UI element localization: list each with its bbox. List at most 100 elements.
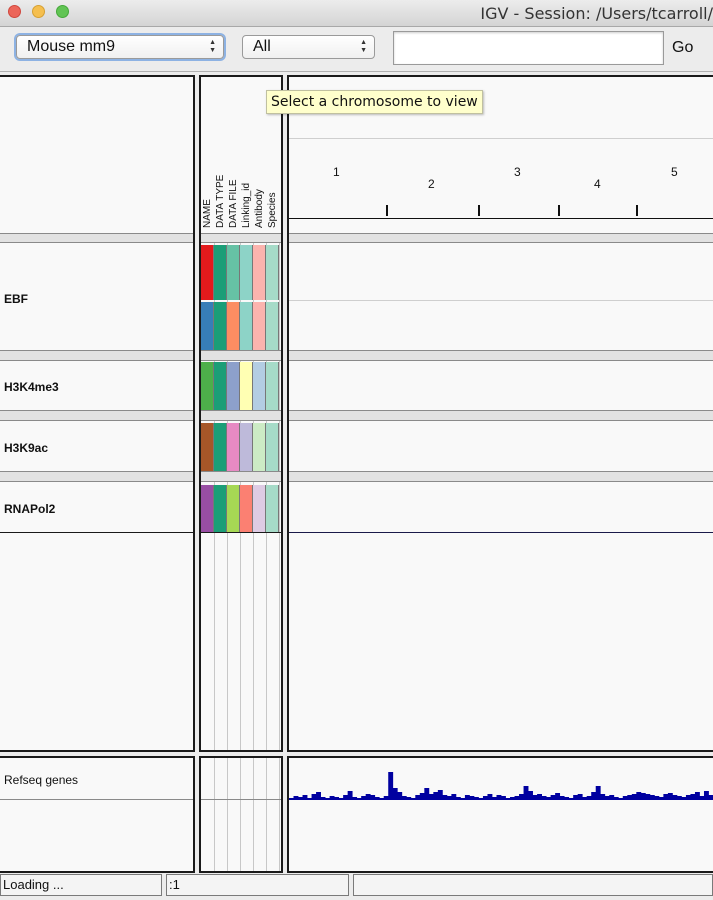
gene-density-bar xyxy=(699,796,705,800)
attribute-cell[interactable] xyxy=(240,485,253,532)
gene-density-bar xyxy=(622,796,628,800)
ruler-tick xyxy=(558,205,560,216)
ruler-tick xyxy=(386,205,388,216)
minimize-window-button[interactable] xyxy=(32,5,45,18)
attribute-cell[interactable] xyxy=(227,423,240,471)
feature-attribute-panel[interactable] xyxy=(199,756,283,873)
attribute-cell[interactable] xyxy=(266,302,279,350)
attribute-cell[interactable] xyxy=(253,485,266,532)
chromosome-label-4[interactable]: 4 xyxy=(594,177,601,191)
gene-density-bar xyxy=(667,793,673,800)
status-message: Loading ... xyxy=(0,874,162,896)
attribute-cell[interactable] xyxy=(201,245,214,300)
gene-density-bar xyxy=(708,795,713,800)
attribute-header-5[interactable]: Species xyxy=(267,192,278,228)
attribute-cell[interactable] xyxy=(227,245,240,300)
ruler-baseline xyxy=(289,218,713,219)
attribute-cell[interactable] xyxy=(253,245,266,300)
attribute-cell[interactable] xyxy=(266,423,279,471)
genome-select[interactable]: Mouse mm9 ▲ ▼ xyxy=(16,35,224,59)
attribute-cell[interactable] xyxy=(201,362,214,410)
attribute-cell[interactable] xyxy=(201,423,214,471)
attribute-cell[interactable] xyxy=(266,245,279,300)
gene-density-bar xyxy=(532,795,538,800)
gene-density-bar xyxy=(302,795,308,800)
attribute-cell[interactable] xyxy=(240,245,253,300)
attribute-cell[interactable] xyxy=(266,362,279,410)
attribute-cell[interactable] xyxy=(214,423,227,471)
attribute-column-divider xyxy=(214,758,215,871)
gene-density-bar xyxy=(537,794,542,800)
chromosome-label-2[interactable]: 2 xyxy=(428,177,435,191)
locus-input[interactable] xyxy=(393,31,664,65)
gene-density-bar xyxy=(600,794,606,800)
gene-density-bar xyxy=(564,797,570,800)
attribute-cell[interactable] xyxy=(201,302,214,350)
attribute-cell[interactable] xyxy=(227,302,240,350)
attribute-cell[interactable] xyxy=(214,302,227,350)
gene-density-bar xyxy=(307,798,312,800)
gene-density-bar xyxy=(613,797,619,800)
attribute-cell[interactable] xyxy=(240,362,253,410)
ruler-tick xyxy=(478,205,480,216)
track-separator xyxy=(201,410,281,421)
attribute-cell[interactable] xyxy=(214,245,227,300)
attribute-header-0[interactable]: NAME xyxy=(202,199,213,228)
attribute-cell[interactable] xyxy=(240,423,253,471)
attribute-cell[interactable] xyxy=(253,362,266,410)
attribute-header-3[interactable]: Linking_id xyxy=(241,183,252,228)
gene-density-bar xyxy=(577,794,583,800)
gene-density-bar xyxy=(415,795,421,800)
close-window-button[interactable] xyxy=(8,5,21,18)
attribute-cell[interactable] xyxy=(214,362,227,410)
track-name-h3k4me3[interactable]: H3K4me3 xyxy=(4,380,59,394)
gene-density-bar xyxy=(370,795,376,800)
gene-density-bar xyxy=(595,786,601,800)
gene-density-bar xyxy=(582,797,588,800)
gene-density-bar xyxy=(433,792,439,800)
gene-density-bar xyxy=(685,795,691,800)
attribute-cell[interactable] xyxy=(214,485,227,532)
attribute-cell[interactable] xyxy=(253,302,266,350)
go-button[interactable]: Go xyxy=(672,39,694,56)
track-name-h3k9ac[interactable]: H3K9ac xyxy=(4,441,49,455)
zoom-window-button[interactable] xyxy=(56,5,69,18)
track-separator xyxy=(0,471,193,482)
attribute-header-4[interactable]: Antibody xyxy=(254,189,265,228)
attribute-cell[interactable] xyxy=(227,485,240,532)
gene-density-bar xyxy=(487,794,493,800)
feature-data-panel[interactable] xyxy=(287,756,713,873)
attribute-cell[interactable] xyxy=(240,302,253,350)
gene-density-bar xyxy=(334,797,340,800)
track-name-rnapol2[interactable]: RNAPol2 xyxy=(4,502,56,516)
gene-density-bar xyxy=(658,797,664,800)
gene-density-bar xyxy=(694,792,700,800)
gene-density-bar xyxy=(460,798,466,800)
attribute-header-1[interactable]: DATA TYPE xyxy=(215,175,226,228)
ruler-top-line xyxy=(289,138,713,139)
gene-density-bar xyxy=(676,796,682,800)
gene-density-bar xyxy=(469,796,475,800)
chromosome-label-3[interactable]: 3 xyxy=(514,165,521,179)
status-position: :1 xyxy=(166,874,349,896)
gene-density-bar xyxy=(703,791,709,800)
feature-name-panel[interactable] xyxy=(0,756,195,873)
feature-track-name[interactable]: Refseq genes xyxy=(4,773,79,787)
feature-track-divider xyxy=(0,799,193,800)
track-name-ebf[interactable]: EBF xyxy=(4,292,28,306)
attribute-column-divider xyxy=(279,758,280,871)
attribute-cell[interactable] xyxy=(253,423,266,471)
attribute-cell[interactable] xyxy=(227,362,240,410)
attribute-cell[interactable] xyxy=(201,485,214,532)
attribute-cell[interactable] xyxy=(266,485,279,532)
gene-density-bar xyxy=(604,796,610,800)
gene-density-bar xyxy=(690,794,696,800)
chromosome-label-5[interactable]: 5 xyxy=(671,165,678,179)
attribute-header-2[interactable]: DATA FILE xyxy=(228,179,239,228)
gene-density-bar xyxy=(618,798,624,800)
chromosome-label-1[interactable]: 1 xyxy=(333,165,340,179)
genome-select-value: Mouse mm9 xyxy=(27,38,116,55)
chromosome-select[interactable]: All ▲ ▼ xyxy=(242,35,375,59)
track-area-end-line xyxy=(201,532,281,533)
track-separator xyxy=(289,350,713,361)
